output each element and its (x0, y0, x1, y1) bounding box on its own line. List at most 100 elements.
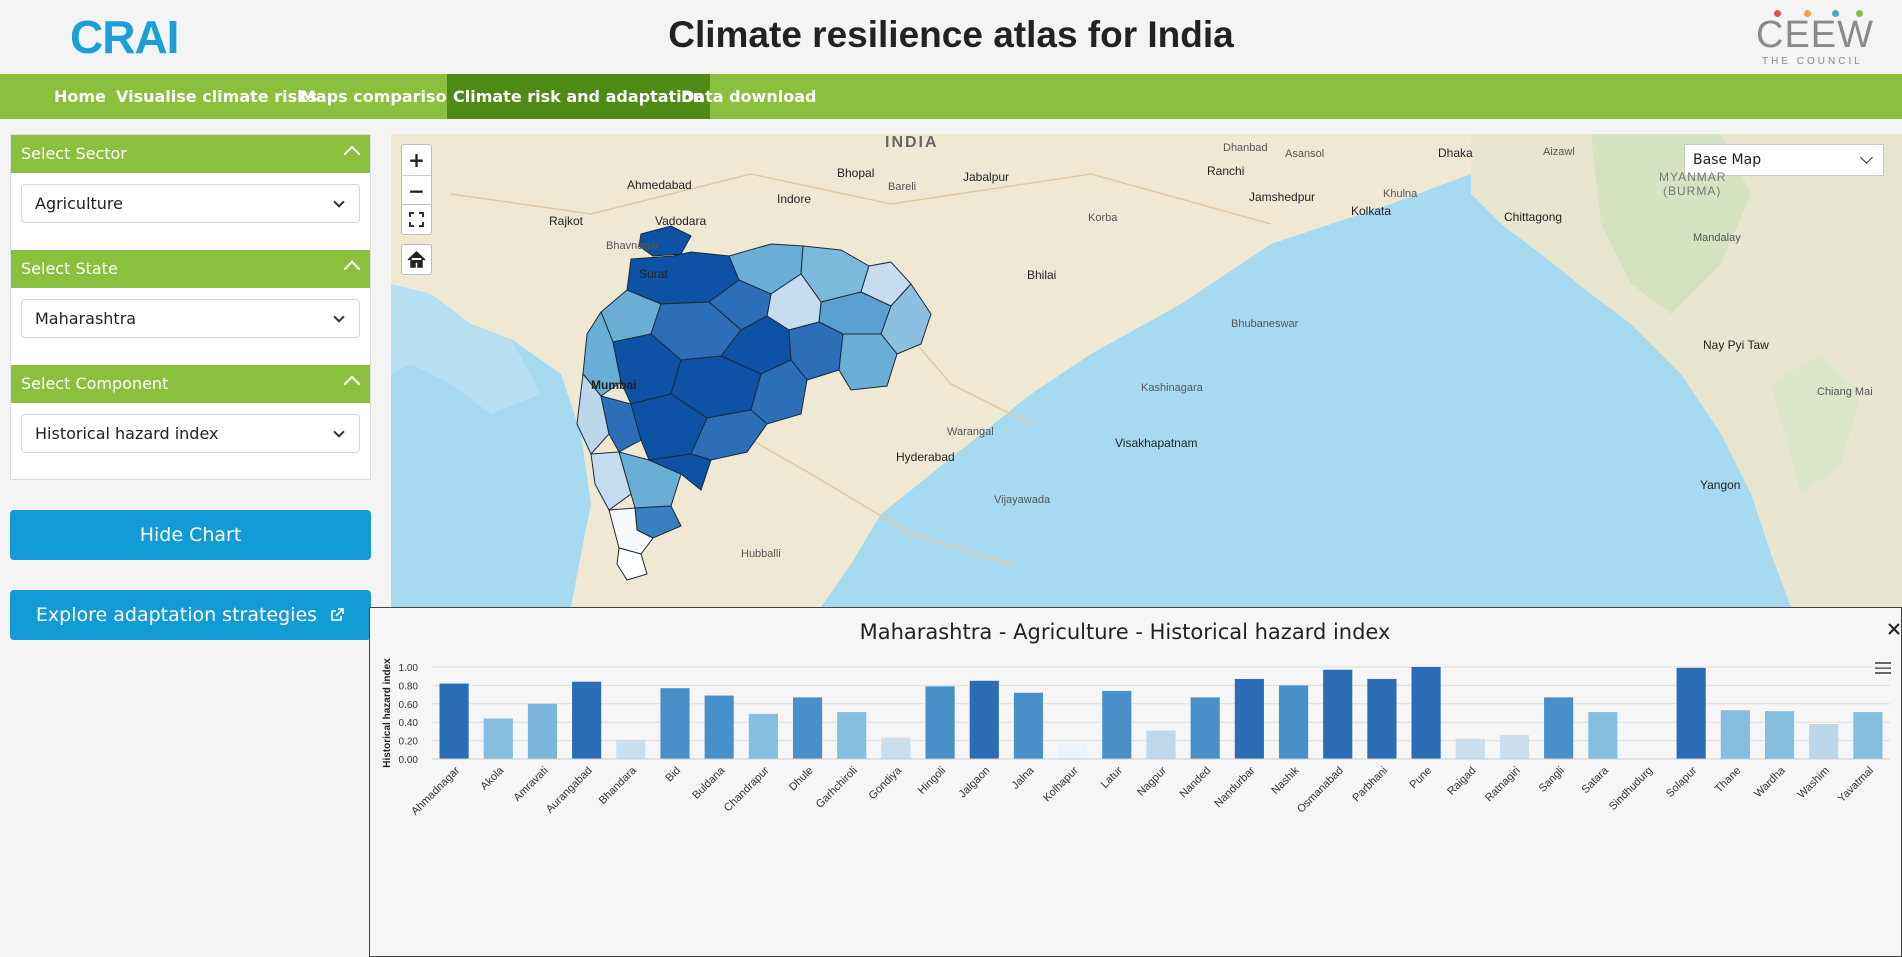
map-label-jamshedpur: Jamshedpur (1249, 190, 1316, 204)
x-tick-label: Akola (478, 764, 507, 793)
chevron-down-icon (333, 311, 345, 323)
bar-wardha[interactable] (1764, 711, 1795, 759)
district[interactable] (647, 453, 712, 491)
land-india (391, 134, 1471, 607)
bar-dhule[interactable] (792, 697, 823, 759)
bar-nandurbar[interactable] (1234, 678, 1264, 759)
map-label-bareli: Bareli (888, 181, 917, 193)
logo-dot-orange (1804, 10, 1811, 17)
component-section-header[interactable]: Select Component (11, 365, 370, 403)
hide-chart-button[interactable]: Hide Chart (10, 510, 371, 560)
maharashtra-districts[interactable] (576, 225, 932, 581)
bar-kolhapur[interactable] (1058, 742, 1088, 759)
bar-jalgaon[interactable] (969, 680, 999, 759)
map-label-aizawl: Aizawl (1543, 146, 1575, 158)
state-section-label: Select State (21, 259, 118, 278)
bar-amravati[interactable] (527, 703, 558, 759)
logo-dot-green (1856, 10, 1863, 17)
basemap-select[interactable]: Base Map (1684, 144, 1884, 176)
bar-hingoli[interactable] (925, 686, 955, 759)
zoom-control: + − (401, 144, 432, 207)
x-tick-label: Amravati (511, 765, 550, 804)
map-view[interactable]: + − Base Map INDIA MYANMAR (BURMA) Ahmed… (391, 134, 1902, 607)
chevron-up-icon[interactable] (343, 375, 361, 393)
x-tick-label: Nanded (1178, 765, 1214, 801)
state-section-header[interactable]: Select State (11, 250, 370, 288)
bar-yavatmal[interactable] (1853, 712, 1883, 759)
state-select[interactable]: Maharashtra (21, 299, 360, 338)
nav-item-data-download[interactable]: Data download (681, 87, 817, 106)
bar-akola[interactable] (483, 718, 513, 759)
y-tick-label: 0.80 (399, 681, 419, 692)
bar-bid[interactable] (660, 688, 690, 759)
chart-panel: Maharashtra - Agriculture - Historical h… (369, 607, 1902, 957)
bar-gondiya[interactable] (881, 737, 911, 759)
bar-latur[interactable] (1102, 690, 1132, 759)
crai-logo[interactable]: CRAI (70, 11, 179, 63)
district[interactable] (590, 451, 632, 511)
bar-buldana[interactable] (704, 695, 734, 759)
nav-item-home[interactable]: Home (54, 87, 106, 106)
bar-ratnagiri[interactable] (1499, 735, 1530, 759)
chart-menu-button[interactable] (1875, 662, 1891, 674)
home-button[interactable] (401, 244, 432, 275)
x-tick-label: Ahmadnagar (409, 764, 462, 817)
district[interactable] (600, 395, 642, 453)
chevron-up-icon[interactable] (343, 145, 361, 163)
district[interactable] (616, 547, 648, 581)
bar-nagpur[interactable] (1146, 730, 1176, 759)
x-tick-label: Sangli (1537, 765, 1567, 795)
x-tick-label: Bhandara (597, 764, 640, 807)
menu-icon-bar (1875, 667, 1891, 669)
bar-ahmadnagar[interactable] (439, 683, 469, 759)
bar-nanded[interactable] (1190, 697, 1220, 759)
x-tick-label: Hingoli (916, 765, 948, 797)
bar-pune[interactable] (1411, 667, 1441, 759)
bar-solapur[interactable] (1676, 667, 1706, 759)
zoom-out-button[interactable]: − (408, 179, 425, 203)
nav-item-climate-risk-and-adaptation[interactable]: Climate risk and adaptation (447, 74, 711, 119)
map-label-hyderabad: Hyderabad (896, 450, 955, 464)
nav-item-maps-comparison[interactable]: Maps comparison (300, 87, 458, 106)
bar-parbhani[interactable] (1367, 678, 1397, 759)
external-link-icon (331, 608, 344, 621)
bar-jalna[interactable] (1013, 692, 1044, 759)
bar-aurangabad[interactable] (572, 681, 602, 759)
bar-garhchiroli[interactable] (837, 712, 867, 759)
bar-raigad[interactable] (1455, 738, 1485, 759)
fullscreen-button[interactable] (401, 204, 432, 235)
district[interactable] (838, 333, 898, 391)
map-label-asansol: Asansol (1285, 148, 1325, 160)
ceew-logo[interactable]: CEEW THE COUNCIL (1752, 6, 1874, 70)
bar-bhandara[interactable] (616, 739, 646, 759)
sector-select[interactable]: Agriculture (21, 184, 360, 223)
component-select[interactable]: Historical hazard index (21, 414, 360, 453)
bar-thane[interactable] (1720, 710, 1750, 759)
explore-adaptation-label: Explore adaptation strategies (35, 604, 318, 626)
x-tick-label: Dhule (787, 765, 816, 794)
map-label-indore: Indore (777, 192, 812, 206)
ceew-logo-text: CEEW (1756, 14, 1874, 56)
bar-sangli[interactable] (1544, 697, 1574, 759)
bar-satara[interactable] (1588, 712, 1618, 759)
map-label-chittagong: Chittagong (1504, 210, 1563, 224)
x-tick-label: Garhchiroli (814, 765, 860, 811)
x-tick-label: Nashik (1269, 764, 1302, 797)
bar-washim[interactable] (1809, 724, 1839, 759)
bar-chandrapur[interactable] (748, 713, 778, 759)
bar-nashik[interactable] (1278, 685, 1309, 759)
district[interactable] (576, 372, 610, 455)
x-tick-label: Yavatmal (1836, 765, 1876, 805)
x-tick-label: Thane (1713, 765, 1744, 796)
chevron-down-icon (333, 196, 345, 208)
map-label-jabalpur: Jabalpur (963, 170, 1010, 184)
chevron-up-icon[interactable] (343, 260, 361, 278)
sector-section-header[interactable]: Select Sector (11, 135, 370, 173)
y-tick-label: 0.00 (399, 755, 419, 766)
bar-osmanabad[interactable] (1323, 669, 1353, 759)
zoom-in-button[interactable]: + (408, 148, 425, 172)
nav-item-visualise-climate-risks[interactable]: Visualise climate risks (116, 87, 318, 106)
explore-adaptation-button[interactable]: Explore adaptation strategies (10, 590, 371, 640)
x-tick-label: Sindhudurg (1607, 765, 1655, 813)
x-tick-label: Jalna (1009, 764, 1037, 792)
